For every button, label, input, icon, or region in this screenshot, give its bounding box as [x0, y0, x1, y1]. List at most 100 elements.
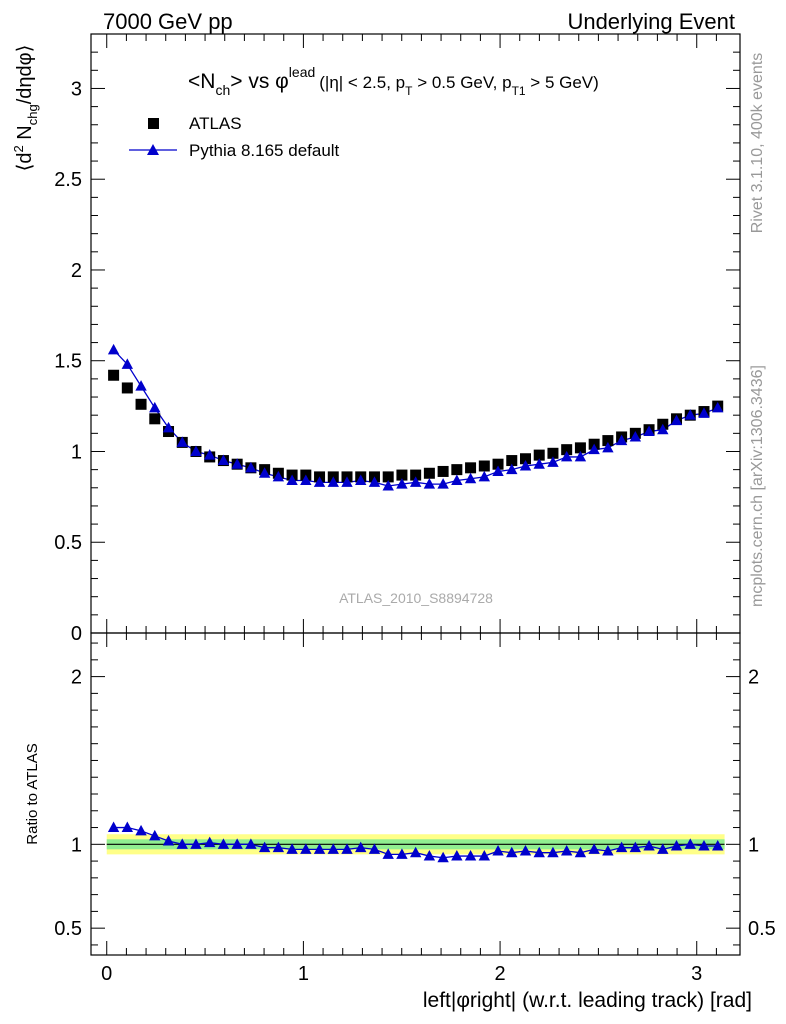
mc-ratio-point [533, 846, 545, 858]
mc-ratio-point [382, 848, 394, 859]
title-t1-sub: T1 [512, 84, 526, 98]
ratio-xlabel: left|φright| (w.r.t. leading track) [rad… [423, 989, 752, 1012]
mc-ratio-point [519, 845, 532, 856]
mc-ratio-point [258, 841, 271, 853]
mc-point [327, 476, 339, 487]
atlas-points [108, 369, 724, 483]
mc-ratio-point [176, 838, 188, 849]
mc-ratio-point [588, 843, 600, 854]
mc-point [506, 463, 518, 475]
mc-line-main [113, 349, 718, 487]
mc-point [286, 474, 298, 486]
mc-point [217, 454, 230, 466]
atlas-point [478, 460, 490, 472]
mc-ratio-point [190, 838, 202, 849]
atlas-point [396, 469, 408, 481]
legend-mc-label: Pythia 8.165 default [189, 141, 340, 160]
analysis-id: ATLAS_2010_S8894728 [339, 590, 493, 606]
atlas-point [492, 458, 504, 470]
mc-point [478, 470, 491, 482]
mc-line [113, 349, 718, 487]
mc-point [602, 441, 614, 453]
mc-point [464, 472, 477, 484]
main-ytick-label: 2.5 [54, 169, 82, 191]
mc-ratio-point [698, 839, 710, 851]
mc-point [560, 450, 573, 462]
ratio-xtick-label: 2 [495, 963, 506, 985]
mc-ratio-point [135, 824, 147, 836]
title-cuts-c: > 5 GeV) [526, 73, 599, 92]
mc-point [135, 380, 147, 391]
mc-ratio-point [217, 838, 230, 849]
mc-point [149, 401, 161, 413]
ratio-ylabel: Ratio to ATLAS [24, 743, 41, 844]
ratio-xtick-label: 1 [298, 963, 309, 985]
mcplots-label: mcplots.cern.ch [arXiv:1306.3436] [749, 365, 766, 607]
header-right: Underlying Event [567, 9, 735, 34]
mc-ratio-point [341, 843, 353, 854]
mc-ratio-point [464, 850, 477, 861]
atlas-point [547, 447, 559, 459]
mc-point [547, 456, 559, 467]
main-ytick-label: 1.5 [54, 351, 82, 373]
rivet-label: Rivet 3.1.10, 400k events [749, 53, 766, 234]
mc-ratio-point [615, 841, 628, 853]
atlas-point [533, 449, 545, 461]
mc-ratio-point [629, 841, 642, 853]
mc-ratio-point [602, 845, 614, 856]
atlas-point [149, 413, 161, 425]
main-ylabel: ⟨d2 Nchg/dηdφ⟩ [11, 45, 40, 172]
atlas-point [121, 382, 133, 394]
atlas-point [506, 455, 518, 467]
title-vs: > vs φ [230, 70, 289, 93]
mc-point [451, 474, 463, 486]
atlas-point [135, 398, 147, 410]
atlas-point [108, 369, 120, 381]
ratio-ytick-label-right: 1 [748, 834, 759, 856]
mc-point [657, 423, 669, 435]
mc-ratio-point [313, 843, 326, 854]
mc-ratio-point [643, 839, 655, 851]
mc-point [382, 479, 394, 491]
mc-point [423, 478, 436, 489]
title-cuts-a: (|η| < 2.5, p [319, 73, 405, 92]
legend-atlas-label: ATLAS [189, 114, 242, 133]
mc-ratio-point [286, 843, 298, 854]
mc-point [698, 407, 710, 418]
header-left: 7000 GeV pp [103, 9, 233, 34]
mc-point [341, 476, 353, 487]
mc-point [313, 476, 326, 487]
mc-point [300, 474, 312, 486]
mc-ratio-point [107, 821, 120, 833]
mc-point [204, 449, 216, 460]
title-lead-sup: lead [289, 64, 315, 80]
mc-ratio-point [204, 836, 216, 848]
mc-ratio-point [396, 848, 408, 859]
atlas-point [437, 465, 449, 477]
main-ytick-label: 0.5 [54, 532, 82, 554]
mc-ratio-point [451, 850, 463, 861]
mc-point [533, 458, 545, 469]
mc-ratio-point [149, 829, 161, 841]
mc-point [245, 461, 257, 473]
ratio-xtick-label: 0 [101, 963, 112, 985]
main-ytick-label: 1 [71, 441, 82, 463]
mc-ratio-point [162, 834, 175, 846]
ratio-ytick-label: 0.5 [54, 918, 82, 940]
title-t-sub: T [405, 84, 413, 98]
mc-ratio-point [245, 838, 257, 849]
ratio-ytick-label-right: 0.5 [748, 918, 776, 940]
mc-point [355, 474, 367, 486]
mc-ratio-point [712, 839, 724, 851]
mc-ratio-point [327, 843, 339, 854]
ratio-xtick-label: 3 [691, 963, 702, 985]
mc-ratio-point [300, 843, 312, 854]
atlas-point [519, 453, 531, 465]
atlas-point [465, 462, 477, 474]
mc-point [368, 476, 381, 487]
atlas-point [602, 435, 614, 447]
ratio-ytick-label: 1 [71, 834, 82, 856]
mc-ratio-point [547, 846, 559, 858]
ratio-panel-frame [90, 632, 741, 956]
atlas-point [410, 469, 422, 481]
